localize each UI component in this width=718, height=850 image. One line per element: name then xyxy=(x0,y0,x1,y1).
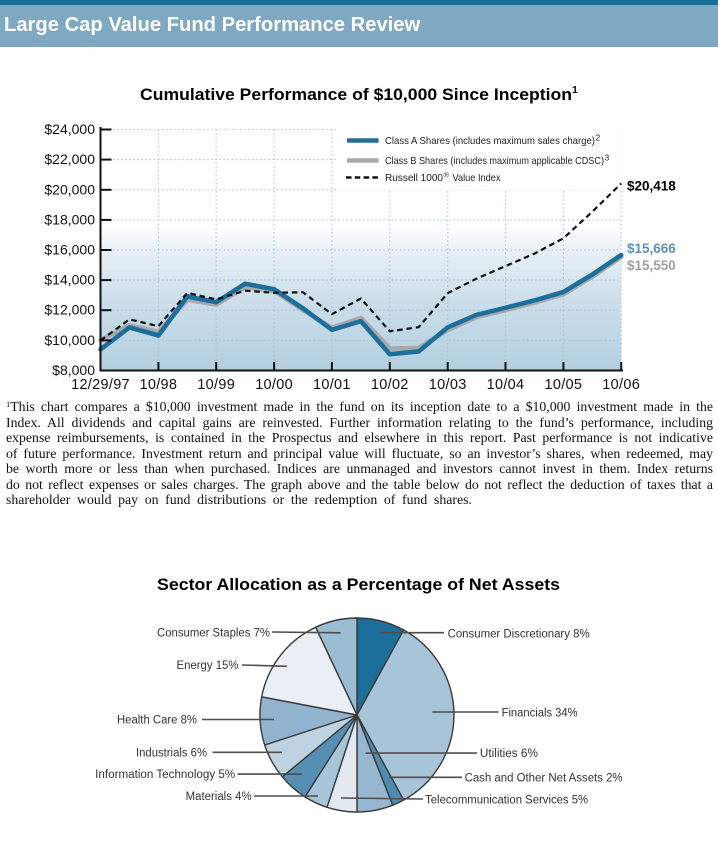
svg-text:2: 2 xyxy=(596,133,601,143)
svg-text:$16,000: $16,000 xyxy=(44,242,95,258)
svg-text:Health Care 8%: Health Care 8% xyxy=(117,715,197,727)
svg-text:Class B Shares (includes maxim: Class B Shares (includes maximum applica… xyxy=(385,156,604,167)
svg-text:Information Technology 5%: Information Technology 5% xyxy=(95,769,235,781)
svg-text:Cash and Other Net Assets 2%: Cash and Other Net Assets 2% xyxy=(465,772,623,784)
svg-text:10/99: 10/99 xyxy=(197,377,235,393)
svg-text:$10,000: $10,000 xyxy=(44,332,95,348)
svg-text:10/03: 10/03 xyxy=(429,377,467,393)
svg-text:Financials 34%: Financials 34% xyxy=(502,707,578,719)
svg-text:$12,000: $12,000 xyxy=(44,302,95,318)
svg-text:Consumer Staples 7%: Consumer Staples 7% xyxy=(157,628,270,640)
svg-text:Utilities 6%: Utilities 6% xyxy=(480,748,538,760)
svg-text:Energy 15%: Energy 15% xyxy=(177,660,239,672)
svg-text:®: ® xyxy=(444,171,450,180)
svg-text:$20,000: $20,000 xyxy=(44,181,95,197)
svg-text:Value Index: Value Index xyxy=(453,173,502,184)
svg-text:$15,550: $15,550 xyxy=(627,258,676,273)
svg-text:Russell 1000: Russell 1000 xyxy=(385,173,443,184)
svg-text:$22,000: $22,000 xyxy=(44,151,95,167)
svg-text:Cumulative Performance of $10,: Cumulative Performance of $10,000 Since … xyxy=(140,86,572,104)
svg-text:1: 1 xyxy=(572,84,578,96)
svg-text:10/05: 10/05 xyxy=(545,377,583,393)
svg-text:10/02: 10/02 xyxy=(371,377,409,393)
svg-text:$24,000: $24,000 xyxy=(44,121,95,137)
svg-text:10/98: 10/98 xyxy=(140,377,178,393)
svg-text:12/29/97: 12/29/97 xyxy=(71,377,130,393)
svg-text:Materials 4%: Materials 4% xyxy=(186,791,252,803)
svg-text:$8,000: $8,000 xyxy=(52,362,95,378)
svg-text:$15,666: $15,666 xyxy=(627,241,676,256)
svg-text:3: 3 xyxy=(605,153,610,163)
svg-text:10/00: 10/00 xyxy=(255,377,293,393)
svg-text:Sector Allocation as a Percent: Sector Allocation as a Percentage of Net… xyxy=(157,576,560,594)
svg-text:$14,000: $14,000 xyxy=(44,272,95,288)
svg-text:10/06: 10/06 xyxy=(602,377,640,393)
svg-text:10/04: 10/04 xyxy=(487,377,525,393)
svg-text:10/01: 10/01 xyxy=(313,377,351,393)
svg-text:$18,000: $18,000 xyxy=(44,211,95,227)
svg-text:$20,418: $20,418 xyxy=(627,179,676,194)
svg-text:Telecommunication Services 5%: Telecommunication Services 5% xyxy=(425,794,588,806)
svg-text:Consumer Discretionary 8%: Consumer Discretionary 8% xyxy=(448,628,590,640)
svg-text:Class A Shares (includes maxim: Class A Shares (includes maximum sales c… xyxy=(385,136,595,147)
svg-text:Industrials 6%: Industrials 6% xyxy=(136,747,207,759)
